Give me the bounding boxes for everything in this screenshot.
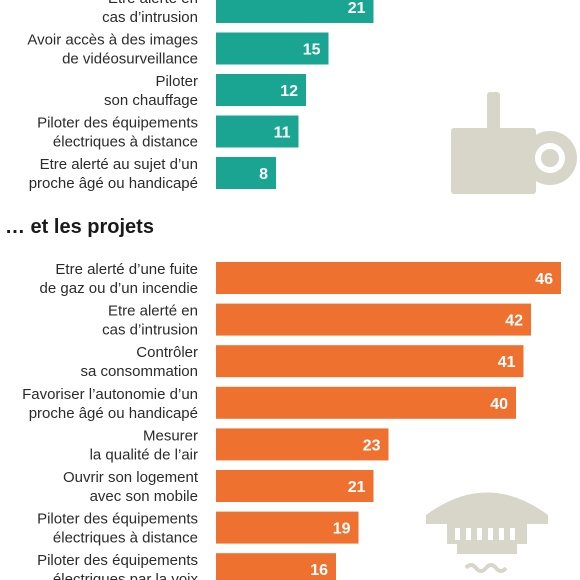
projects-value-label-2: 41 <box>498 354 516 371</box>
uses-bar-3 <box>216 115 299 148</box>
projects-category-label-2-1: sa consommation <box>80 363 198 380</box>
projects-category-label-1-1: cas d’intrusion <box>102 322 198 339</box>
uses-bar-1 <box>216 32 329 65</box>
projects-category-label-2-0: Contrôler <box>136 344 198 361</box>
projects-value-label-5: 21 <box>348 479 366 496</box>
uses-bar-4 <box>216 157 276 189</box>
projects-bar-3 <box>216 386 516 419</box>
projects-bar-5 <box>216 470 374 502</box>
uses-value-label-2: 12 <box>280 83 298 100</box>
uses-category-label-1-1: de vidéosurveillance <box>62 51 198 68</box>
projects-value-label-7: 16 <box>310 562 328 579</box>
projects-bar-4 <box>216 428 389 461</box>
projects-category-label-4-1: la qualité de l’air <box>90 446 198 463</box>
projects-bar-0 <box>216 262 561 294</box>
projects-bar-2 <box>216 345 524 378</box>
projects-category-label-3-0: Favoriser l’autonomie d’un <box>22 386 198 403</box>
uses-value-label-1: 15 <box>303 42 321 59</box>
projects-category-label-6-1: électriques à distance <box>53 530 198 547</box>
projects-value-label-6: 19 <box>333 521 351 538</box>
uses-bar-chart: 21 Etre alerté en cas d’intrusion 15 Avoir a… <box>27 0 374 192</box>
uses-bar-0 <box>216 0 374 23</box>
projects-category-label-0-1: de gaz ou d’un incendie <box>40 280 198 297</box>
projects-category-label-1-0: Etre alerté en <box>108 303 198 320</box>
uses-category-label-0-1: cas d’intrusion <box>102 9 198 26</box>
uses-bar-2 <box>216 74 306 106</box>
projects-bar-chart: 46 Etre alerté d’une fuite de gaz ou d’un … <box>22 261 561 580</box>
projects-value-label-1: 42 <box>505 313 523 330</box>
projects-category-label-6-0: Piloter des équipements <box>37 511 198 528</box>
uses-value-label-4: 8 <box>259 166 268 183</box>
uses-category-label-3-1: électriques à distance <box>53 134 198 151</box>
projects-value-label-3: 40 <box>490 396 508 413</box>
uses-category-label-2-0: Piloter <box>155 73 198 90</box>
smoke-detector-icon <box>426 492 548 573</box>
uses-category-label-3-0: Piloter des équipements <box>37 115 198 132</box>
uses-category-label-1-0: Avoir accès à des images <box>27 32 198 49</box>
projects-category-label-0-0: Etre alerté d’une fuite <box>55 261 198 278</box>
projects-value-label-4: 23 <box>363 437 381 454</box>
uses-value-label-3: 11 <box>274 125 291 142</box>
projects-heading: … et les projets <box>5 216 154 238</box>
uses-category-label-4-0: Etre alerté au sujet d’un <box>40 156 198 173</box>
projects-category-label-7-0: Piloter des équipements <box>37 552 198 569</box>
projects-category-label-5-0: Ouvrir son logement <box>63 469 199 486</box>
uses-value-label-0: 21 <box>348 0 366 17</box>
security-camera-icon <box>451 92 577 194</box>
uses-category-label-0-0: Etre alerté en <box>108 0 198 7</box>
uses-category-label-2-1: son chauffage <box>104 92 198 109</box>
projects-category-label-3-1: proche âgé ou handicapé <box>29 405 198 422</box>
uses-category-label-4-1: proche âgé ou handicapé <box>29 175 198 192</box>
projects-category-label-5-1: avec son mobile <box>90 488 198 505</box>
projects-bar-1 <box>216 303 531 336</box>
projects-bar-6 <box>216 511 359 544</box>
projects-value-label-0: 46 <box>535 271 553 288</box>
projects-bar-7 <box>216 553 336 580</box>
projects-category-label-7-1: électriques par la voix <box>53 571 199 580</box>
projects-category-label-4-0: Mesurer <box>143 427 198 444</box>
